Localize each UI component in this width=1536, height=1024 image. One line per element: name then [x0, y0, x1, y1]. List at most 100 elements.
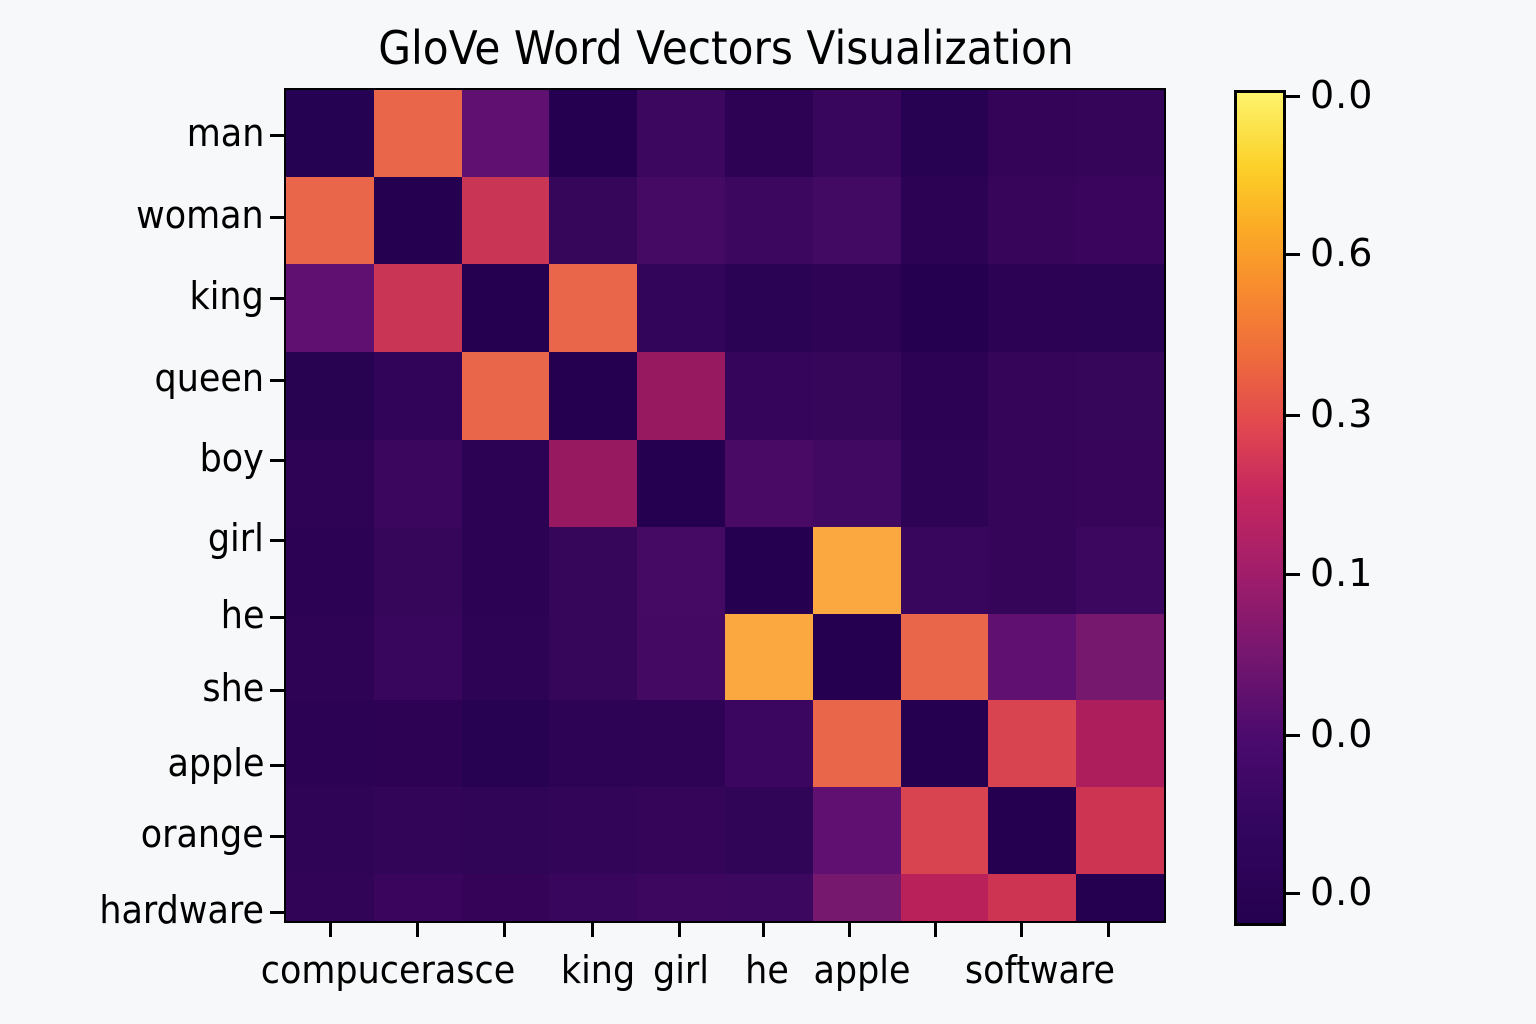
y-tick-mark	[270, 835, 284, 838]
heatmap-cell	[812, 90, 902, 178]
y-tick-label: king	[189, 274, 264, 318]
heatmap-cell	[988, 440, 1078, 528]
heatmap-cell	[637, 352, 726, 441]
colorbar-tick-mark	[1286, 95, 1300, 98]
heatmap-cell	[900, 787, 990, 875]
heatmap-cell	[637, 90, 726, 178]
chart-title: GloVe Word Vectors Visualization	[378, 21, 1074, 75]
heatmap-cell	[461, 177, 551, 265]
x-tick-label: software	[964, 948, 1116, 992]
heatmap-cell	[461, 614, 551, 701]
heatmap-cell	[549, 177, 639, 265]
heatmap-cell	[900, 874, 990, 921]
heatmap-cell	[461, 787, 551, 875]
y-tick-mark	[270, 539, 284, 542]
heatmap-cell	[286, 700, 375, 788]
heatmap-cell	[812, 527, 902, 615]
colorbar-tick-mark	[1286, 892, 1300, 895]
heatmap-cell	[988, 787, 1078, 875]
y-tick-mark	[270, 134, 284, 137]
heatmap-cell	[725, 177, 814, 265]
colorbar-tick-label: 0.3	[1310, 392, 1374, 436]
y-tick-mark	[270, 616, 284, 619]
y-tick-label: apple	[166, 741, 264, 785]
colorbar-tick-mark	[1286, 734, 1300, 737]
heatmap-cell	[812, 440, 902, 528]
heatmap-cell	[373, 874, 463, 921]
colorbar-tick-mark	[1286, 253, 1300, 256]
heatmap-cell	[549, 264, 639, 353]
heatmap-cell	[725, 787, 814, 875]
heatmap-cell	[373, 177, 463, 265]
heatmap-cell	[988, 700, 1078, 788]
x-tick-label: girl	[653, 948, 709, 992]
colorbar-tick-label: 0.0	[1310, 73, 1374, 117]
heatmap-cell	[900, 177, 990, 265]
heatmap-cell	[900, 90, 990, 178]
y-tick-mark	[270, 689, 284, 692]
heatmap-cell	[549, 352, 639, 441]
heatmap-cell	[549, 700, 639, 788]
y-tick-label: girl	[208, 516, 264, 560]
heatmap-cell	[900, 614, 990, 701]
x-tick-label: compucerasce	[260, 948, 516, 992]
heatmap-cell	[812, 874, 902, 921]
heatmap-cell	[637, 700, 726, 788]
heatmap-cell	[725, 614, 814, 701]
heatmap-cell	[286, 527, 375, 615]
heatmap-cell	[461, 440, 551, 528]
heatmap-cell	[461, 527, 551, 615]
heatmap-cell	[1076, 700, 1164, 788]
heatmap-cell	[373, 264, 463, 353]
x-tick-mark	[503, 923, 506, 937]
heatmap-cell	[549, 440, 639, 528]
heatmap-cell	[988, 527, 1078, 615]
heatmap-cell	[812, 352, 902, 441]
x-tick-mark	[934, 923, 937, 937]
heatmap-cell	[373, 787, 463, 875]
heatmap-cell	[549, 787, 639, 875]
heatmap-cell	[286, 264, 375, 353]
heatmap-cell	[725, 440, 814, 528]
x-tick-label: apple	[813, 948, 911, 992]
heatmap-cell	[812, 787, 902, 875]
heatmap-cell	[988, 874, 1078, 921]
heatmap-cell	[373, 90, 463, 178]
y-tick-label: queen	[154, 356, 264, 400]
x-tick-mark	[1107, 923, 1110, 937]
heatmap-cell	[373, 700, 463, 788]
x-tick-label: king	[560, 948, 636, 992]
heatmap-cell	[1076, 264, 1164, 353]
x-tick-label: he	[745, 948, 789, 992]
heatmap-cell	[637, 177, 726, 265]
x-tick-mark	[416, 923, 419, 937]
heatmap-cell	[988, 177, 1078, 265]
heatmap-cell	[461, 874, 551, 921]
heatmap-cell	[549, 90, 639, 178]
heatmap-cell	[549, 614, 639, 701]
heatmap-cell	[812, 614, 902, 701]
colorbar-tick-label: 0.0	[1310, 870, 1374, 914]
heatmap-cell	[725, 90, 814, 178]
heatmap-cell	[286, 90, 375, 178]
heatmap-cell	[1076, 874, 1164, 921]
y-tick-label: woman	[136, 193, 264, 237]
heatmap-cell	[286, 614, 375, 701]
x-tick-mark	[329, 923, 332, 937]
heatmap-cell	[373, 527, 463, 615]
heatmap-cell	[549, 527, 639, 615]
heatmap-cell	[286, 177, 375, 265]
heatmap-cell	[812, 177, 902, 265]
colorbar-tick-label: 0.6	[1310, 231, 1374, 275]
heatmap-cell	[725, 264, 814, 353]
heatmap-cell	[461, 90, 551, 178]
heatmap-cell	[1076, 527, 1164, 615]
heatmap-plot-area	[284, 88, 1166, 923]
heatmap-cell	[988, 614, 1078, 701]
x-tick-mark	[848, 923, 851, 937]
heatmap-cell	[1076, 177, 1164, 265]
heatmap-cell	[900, 440, 990, 528]
heatmap-cell	[286, 352, 375, 441]
heatmap-cell	[725, 352, 814, 441]
y-tick-mark	[270, 216, 284, 219]
